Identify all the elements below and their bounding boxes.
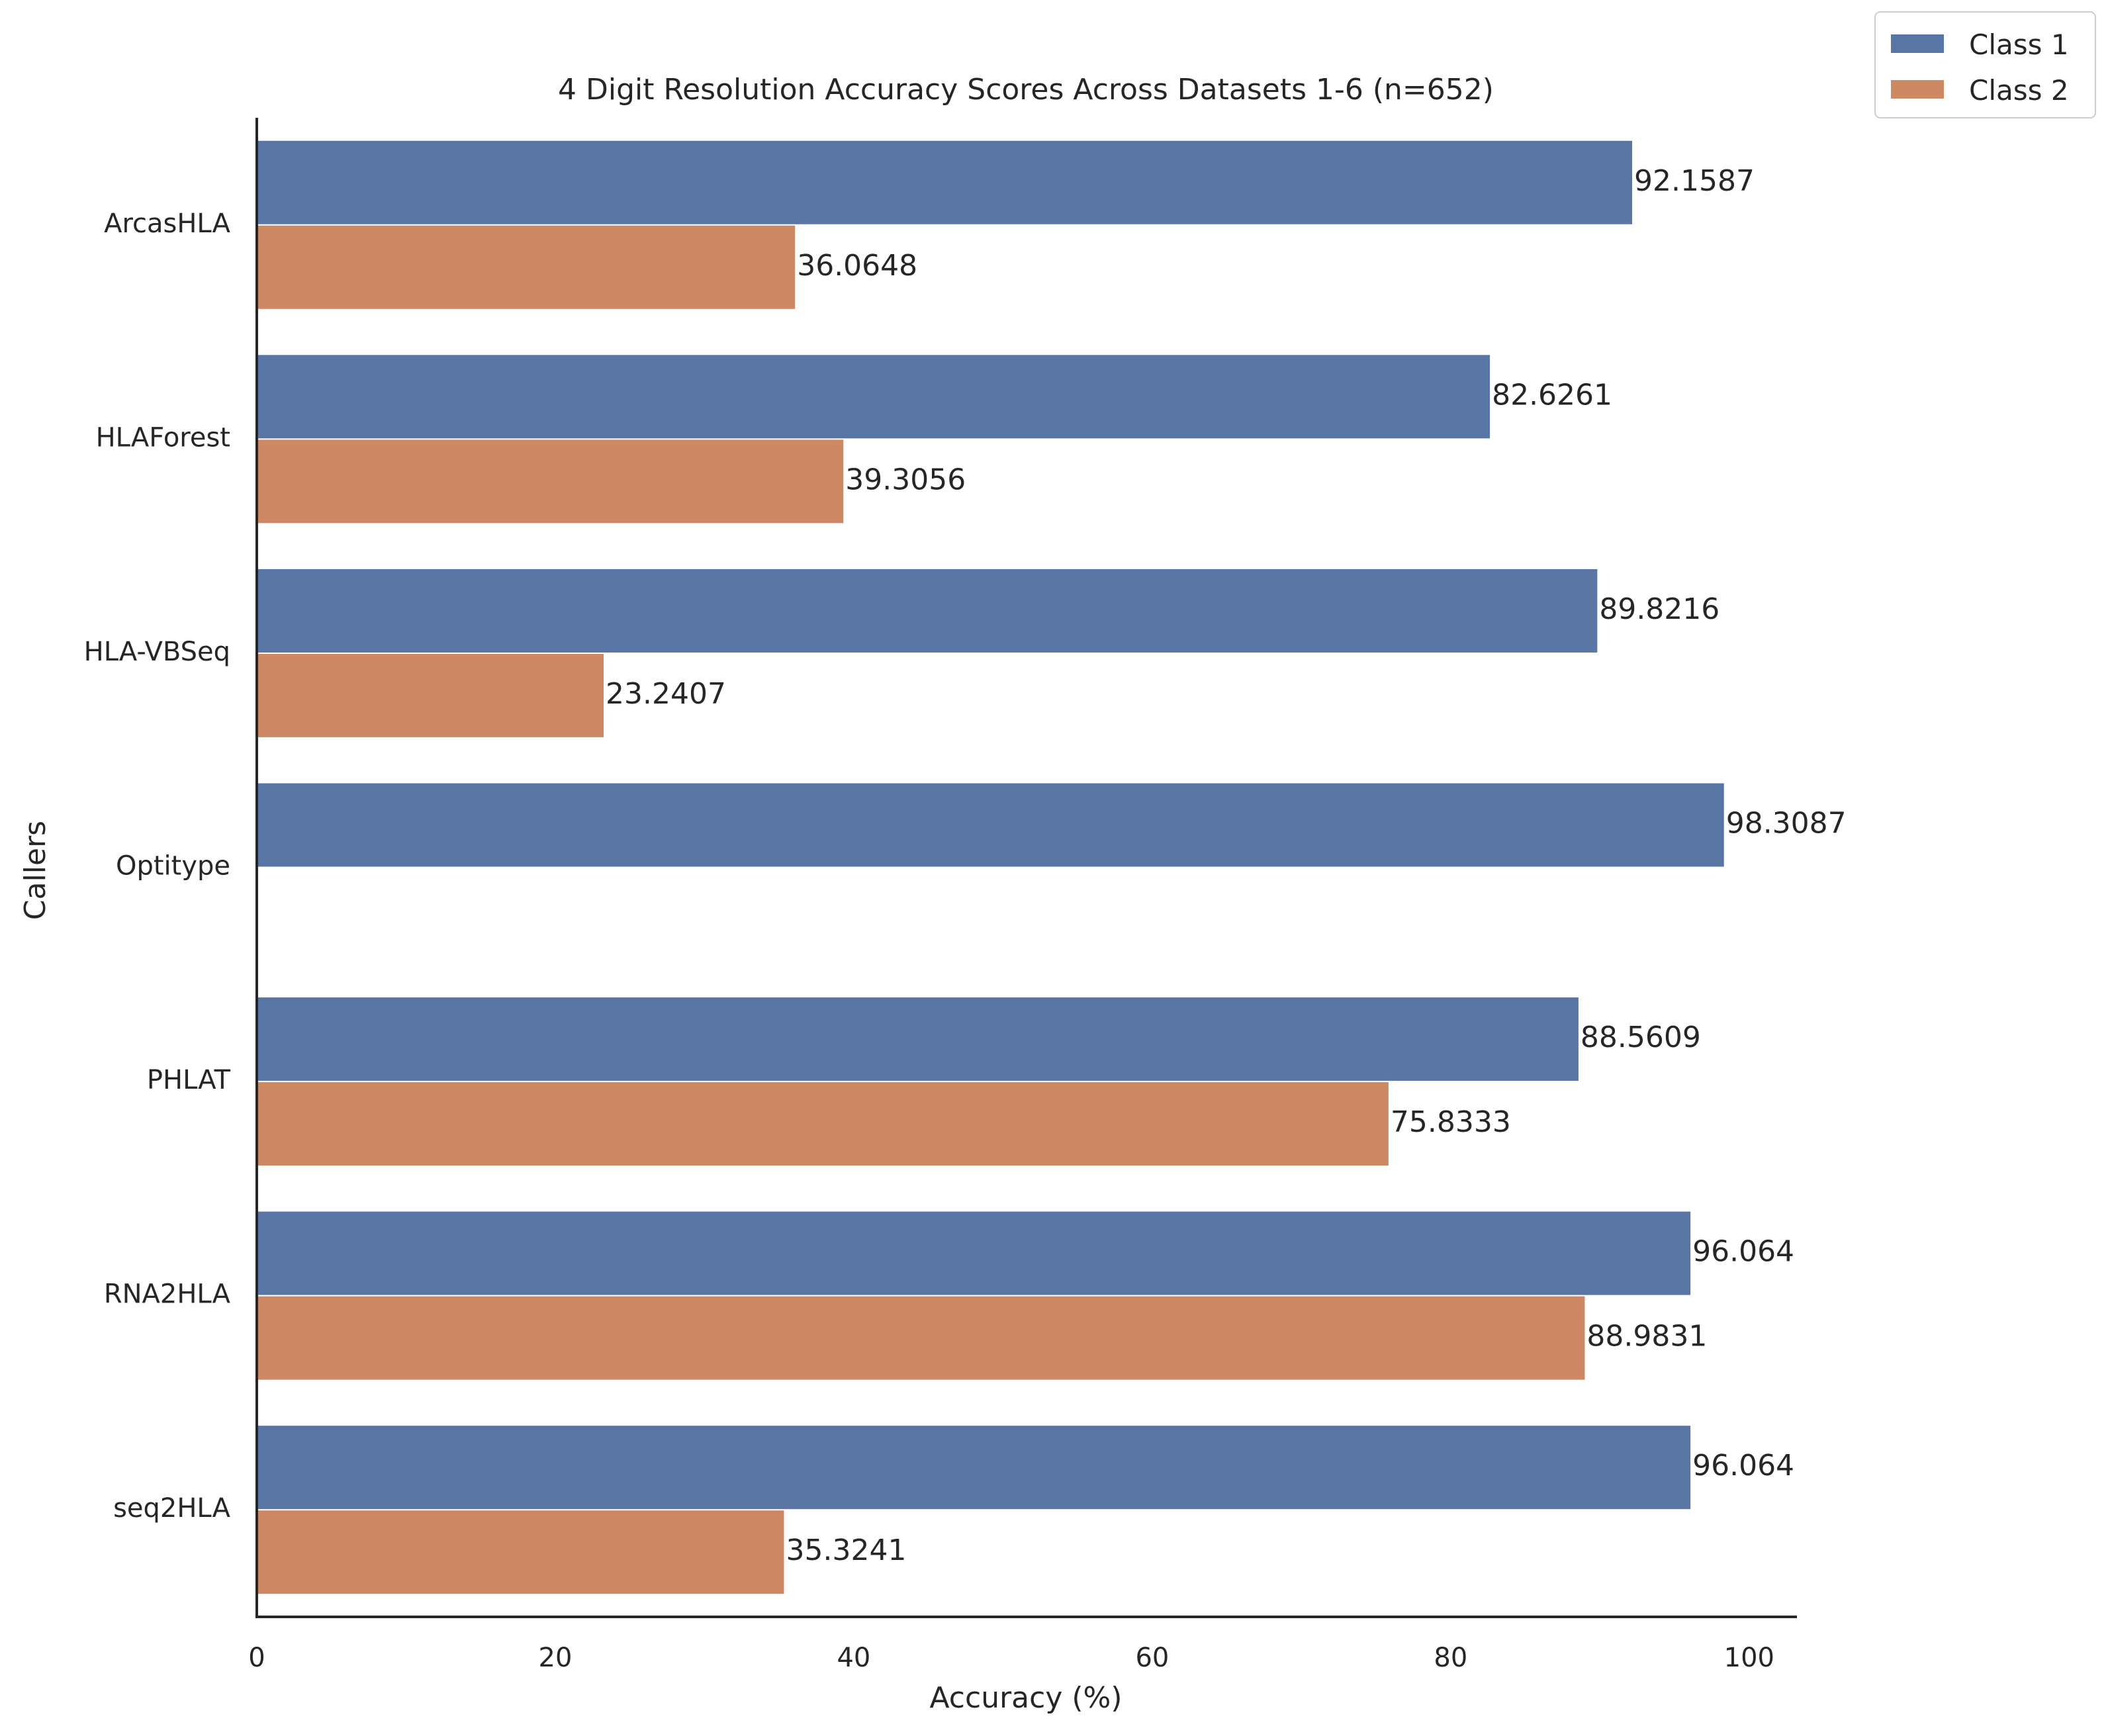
- legend-swatch-class-2: [1891, 80, 1944, 99]
- x-tick-label: 0: [248, 1643, 265, 1673]
- data-label: 92.1587: [1634, 164, 1755, 198]
- data-label: 88.9831: [1586, 1320, 1707, 1353]
- y-axis-title: Callers: [19, 821, 52, 920]
- x-ticks-group: 0 20 40 60 80 100: [248, 1643, 1774, 1673]
- bar: [257, 653, 604, 737]
- y-tick-label: HLA-VBSeq: [84, 637, 230, 667]
- y-tick-label: ArcasHLA: [104, 208, 231, 239]
- chart-title: 4 Digit Resolution Accuracy Scores Acros…: [558, 73, 1494, 107]
- y-ticks-group: ArcasHLA HLAForest HLA-VBSeq Optitype PHLAT R…: [84, 208, 231, 1524]
- bar: [257, 140, 1633, 224]
- data-label: 96.064: [1692, 1235, 1794, 1269]
- y-tick-label: RNA2HLA: [104, 1279, 231, 1310]
- bar: [257, 1510, 784, 1594]
- data-label: 36.0648: [797, 249, 917, 283]
- data-label: 39.3056: [845, 463, 966, 496]
- x-tick-label: 40: [837, 1643, 870, 1673]
- data-label: 82.6261: [1492, 378, 1612, 412]
- data-labels-group: 92.1587 36.0648 82.6261 39.3056 89.8216 23.24…: [606, 164, 1847, 1567]
- bar: [257, 783, 1724, 867]
- y-tick-label: seq2HLA: [113, 1493, 231, 1524]
- x-tick-label: 60: [1135, 1643, 1169, 1673]
- bar: [257, 569, 1598, 653]
- bar: [257, 997, 1579, 1081]
- bar: [257, 1426, 1691, 1510]
- data-label: 23.2407: [606, 677, 726, 711]
- data-label: 75.8333: [1391, 1105, 1511, 1139]
- data-label: 35.3241: [786, 1533, 907, 1567]
- legend: Class 1 Class 2: [1874, 11, 2096, 118]
- legend-swatch-class-1: [1891, 34, 1944, 53]
- bar: [257, 355, 1491, 439]
- y-tick-label: HLAForest: [96, 422, 230, 453]
- bar: [257, 1211, 1691, 1295]
- y-tick-label: PHLAT: [147, 1065, 231, 1095]
- data-label: 96.064: [1692, 1449, 1794, 1483]
- x-tick-label: 100: [1724, 1643, 1774, 1673]
- bar: [257, 1296, 1585, 1380]
- x-tick-label: 80: [1434, 1643, 1467, 1673]
- x-tick-label: 20: [539, 1643, 573, 1673]
- data-label: 88.5609: [1581, 1021, 1701, 1054]
- data-label: 89.8216: [1599, 592, 1720, 626]
- bars-group: [257, 140, 1724, 1594]
- x-axis-title: Accuracy (%): [929, 1681, 1122, 1715]
- bar: [257, 439, 844, 524]
- bar: [257, 225, 796, 309]
- data-label: 98.3087: [1726, 807, 1847, 841]
- legend-label-class-2: Class 2: [1969, 74, 2069, 107]
- bar: [257, 1082, 1389, 1166]
- y-tick-label: Optitype: [116, 851, 230, 882]
- legend-label-class-1: Class 1: [1969, 28, 2069, 61]
